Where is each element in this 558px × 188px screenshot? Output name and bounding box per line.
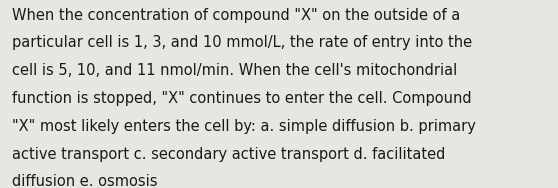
Text: When the concentration of compound "X" on the outside of a: When the concentration of compound "X" o… (12, 8, 460, 23)
Text: function is stopped, "X" continues to enter the cell. Compound: function is stopped, "X" continues to en… (12, 91, 472, 106)
Text: particular cell is 1, 3, and 10 mmol/L, the rate of entry into the: particular cell is 1, 3, and 10 mmol/L, … (12, 35, 473, 50)
Text: "X" most likely enters the cell by: a. simple diffusion b. primary: "X" most likely enters the cell by: a. s… (12, 119, 476, 134)
Text: active transport c. secondary active transport d. facilitated: active transport c. secondary active tra… (12, 147, 446, 162)
Text: cell is 5, 10, and 11 nmol/min. When the cell's mitochondrial: cell is 5, 10, and 11 nmol/min. When the… (12, 63, 458, 78)
Text: diffusion e. osmosis: diffusion e. osmosis (12, 174, 158, 188)
